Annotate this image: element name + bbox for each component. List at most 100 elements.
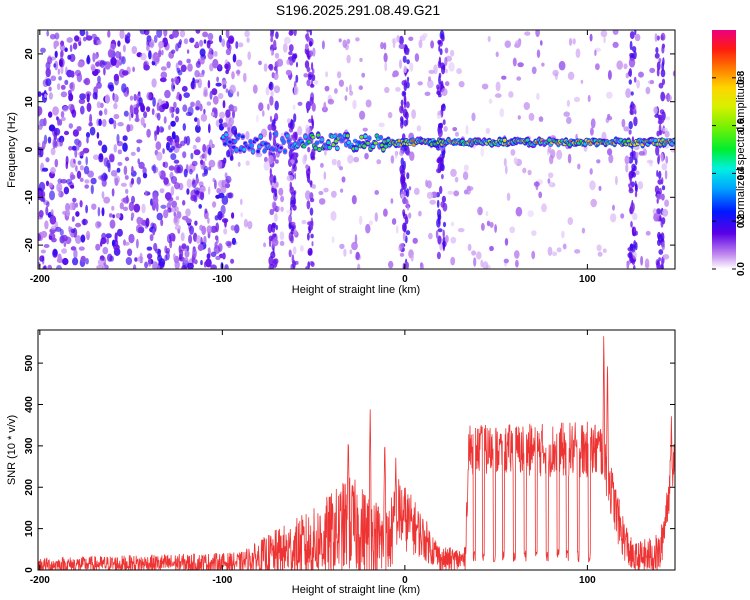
heatmap-band-cell bbox=[656, 130, 660, 137]
heatmap-band-cell bbox=[288, 214, 292, 224]
y-tick-label: 400 bbox=[24, 396, 35, 413]
heatmap-cell bbox=[271, 201, 277, 209]
heatmap-band-cell bbox=[441, 65, 446, 75]
heatmap-cell bbox=[402, 231, 406, 242]
heatmap-cell bbox=[79, 93, 86, 100]
heatmap-band-cell bbox=[436, 199, 440, 208]
heatmap-cell bbox=[102, 246, 109, 255]
heatmap-cell bbox=[340, 188, 344, 193]
heatmap-cell bbox=[70, 246, 76, 251]
heatmap-cell bbox=[224, 63, 229, 70]
heatmap-cell bbox=[426, 180, 432, 189]
heatmap-cell bbox=[164, 89, 171, 99]
heatmap-band-cell bbox=[656, 169, 659, 178]
heatmap-band-cell bbox=[658, 153, 660, 163]
heatmap-cell bbox=[414, 53, 420, 62]
heatmap-cell bbox=[508, 91, 514, 98]
heatmap-cell bbox=[134, 117, 140, 123]
heatmap-cell bbox=[207, 32, 214, 41]
heatmap-cell bbox=[214, 179, 217, 190]
heatmap-cell bbox=[395, 225, 399, 234]
heatmap-ridge-core bbox=[303, 135, 308, 139]
heatmap-cell bbox=[105, 233, 112, 239]
heatmap-cell bbox=[136, 176, 141, 185]
y-tick-label: 20 bbox=[24, 48, 35, 60]
heatmap-cell bbox=[139, 30, 147, 35]
heatmap-cell bbox=[256, 114, 259, 123]
heatmap-band-cell bbox=[635, 183, 638, 192]
heatmap-cell bbox=[195, 124, 201, 133]
heatmap-cell bbox=[226, 150, 231, 158]
heatmap-cell bbox=[109, 43, 116, 50]
heatmap-cell bbox=[228, 132, 233, 138]
heatmap-cell bbox=[485, 127, 491, 134]
heatmap-cell bbox=[225, 88, 229, 93]
heatmap-cell bbox=[452, 127, 458, 132]
heatmap-cell bbox=[501, 75, 507, 80]
heatmap-cell bbox=[53, 249, 58, 256]
heatmap-cell bbox=[489, 221, 494, 228]
heatmap-cell bbox=[214, 235, 219, 241]
heatmap-cell bbox=[54, 60, 59, 71]
heatmap-cell bbox=[221, 38, 226, 47]
heatmap-cell bbox=[168, 200, 172, 206]
heatmap-cell bbox=[78, 246, 85, 251]
heatmap-band-cell bbox=[294, 172, 297, 180]
heatmap-ridge-core bbox=[326, 141, 331, 145]
heatmap-cell bbox=[85, 132, 91, 138]
heatmap-cell bbox=[175, 78, 180, 86]
heatmap-cell bbox=[98, 110, 103, 116]
heatmap-cell bbox=[125, 188, 129, 194]
heatmap-cell bbox=[274, 52, 280, 59]
heatmap-cell bbox=[625, 163, 629, 173]
heatmap-cell bbox=[237, 161, 241, 167]
heatmap-cell bbox=[38, 106, 43, 116]
heatmap-cell bbox=[645, 230, 651, 236]
heatmap-cell bbox=[203, 39, 207, 44]
heatmap-cell bbox=[75, 211, 80, 217]
heatmap-cell bbox=[44, 93, 47, 99]
heatmap-cell bbox=[536, 92, 540, 101]
heatmap-cell bbox=[229, 84, 236, 94]
heatmap-cell bbox=[222, 122, 228, 128]
heatmap-cell bbox=[41, 190, 46, 198]
heatmap-cell bbox=[282, 43, 288, 53]
heatmap-band-cell bbox=[295, 159, 298, 164]
heatmap-band-cell bbox=[292, 204, 297, 211]
heatmap-cell bbox=[218, 92, 224, 100]
heatmap-band-cell bbox=[436, 218, 441, 228]
heatmap-cell bbox=[649, 79, 655, 85]
heatmap-band-cell bbox=[658, 249, 664, 255]
heatmap-cell bbox=[122, 142, 128, 152]
heatmap-cell bbox=[263, 161, 271, 171]
heatmap-cell bbox=[548, 172, 554, 179]
heatmap-ridge-core bbox=[223, 142, 227, 146]
heatmap-cell bbox=[323, 101, 327, 111]
heatmap-band-cell bbox=[656, 208, 662, 215]
heatmap-cell bbox=[131, 195, 135, 204]
colorbar-tick-label: 0.4 bbox=[736, 166, 747, 180]
heatmap-cell bbox=[85, 35, 93, 41]
heatmap-cell bbox=[212, 58, 219, 69]
heatmap-band-cell bbox=[439, 185, 443, 195]
heatmap-cell bbox=[128, 233, 135, 244]
heatmap-cell bbox=[97, 206, 101, 217]
heatmap-band-cell bbox=[628, 183, 631, 188]
heatmap-cell bbox=[86, 56, 91, 65]
heatmap-band-cell bbox=[311, 241, 314, 247]
heatmap-cell bbox=[540, 40, 543, 46]
heatmap-cell bbox=[318, 190, 324, 196]
heatmap-cell bbox=[645, 86, 651, 95]
heatmap-cell bbox=[48, 111, 53, 118]
heatmap-band-cell bbox=[439, 48, 443, 56]
heatmap-band-cell bbox=[631, 172, 637, 178]
heatmap-ridge-core bbox=[373, 141, 378, 145]
heatmap-cell bbox=[400, 193, 405, 200]
heatmap-ridge-core bbox=[371, 144, 375, 148]
heatmap-cell bbox=[122, 70, 129, 76]
heatmap-cell bbox=[186, 58, 191, 64]
heatmap-cell bbox=[48, 86, 52, 92]
heatmap-cell bbox=[111, 188, 115, 197]
heatmap-cell bbox=[531, 66, 537, 75]
heatmap-cell bbox=[607, 148, 613, 156]
